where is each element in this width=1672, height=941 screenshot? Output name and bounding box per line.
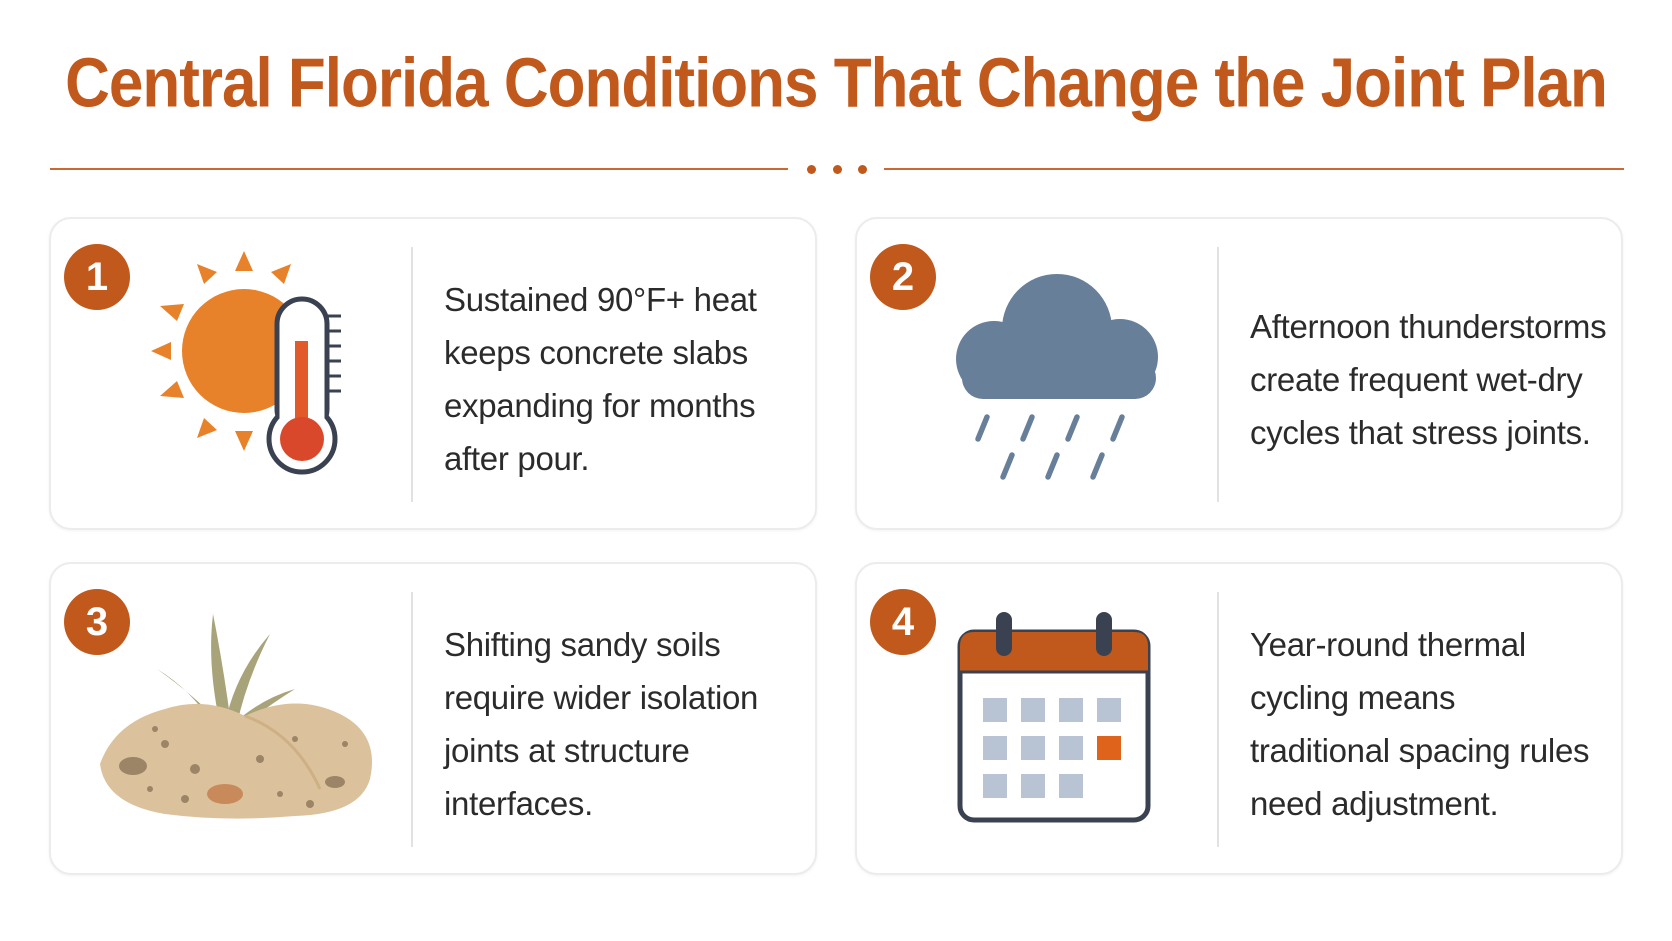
- divider-dot: [807, 164, 816, 174]
- card-separator: [411, 592, 413, 847]
- calendar-icon: [957, 612, 1151, 823]
- card-separator: [1217, 247, 1219, 502]
- card-separator: [411, 247, 413, 502]
- sun-thermometer-icon: [151, 251, 341, 475]
- number-badge: 3: [64, 589, 130, 655]
- sandy-soil-icon: [100, 614, 372, 819]
- title-divider-left: [50, 168, 788, 170]
- divider-dots: [807, 163, 867, 175]
- condition-card-soil: 3 Shifting sandy soils re: [49, 562, 817, 875]
- condition-card-thermal: 4 Year-round thermal cycling means tradi…: [855, 562, 1623, 875]
- page-title: Central Florida Conditions That Change t…: [65, 45, 1608, 123]
- rain-cloud-icon: [956, 274, 1158, 480]
- condition-card-storms: 2 Afternoon thunderstorms create frequen…: [855, 217, 1623, 530]
- card-separator: [1217, 592, 1219, 847]
- condition-text: Year-round thermal cycling means traditi…: [1250, 626, 1590, 822]
- divider-dot: [832, 164, 842, 174]
- condition-text: Sustained 90°F+ heat keeps concrete slab…: [444, 281, 757, 477]
- divider-dot: [858, 164, 867, 174]
- condition-text: Shifting sandy soils require wider isola…: [444, 626, 759, 822]
- condition-text: Afternoon thunderstorms create frequent …: [1250, 308, 1607, 451]
- number-badge: 2: [870, 244, 936, 310]
- title-divider-right: [884, 168, 1624, 170]
- number-badge: 4: [870, 589, 936, 655]
- condition-card-heat: 1 Sustained 90°F+ heat keeps co: [49, 217, 817, 530]
- number-badge: 1: [64, 244, 130, 310]
